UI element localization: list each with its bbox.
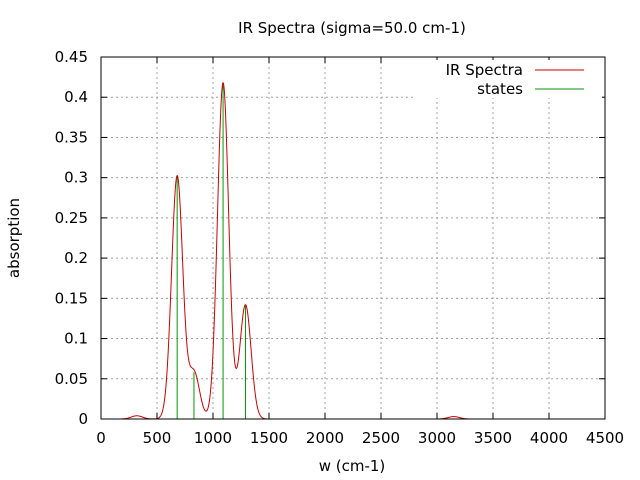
legend-label-ir-spectra: IR Spectra (446, 61, 523, 79)
x-tick-label: 2000 (306, 429, 344, 447)
legend-background (414, 60, 602, 98)
x-axis-label: w (cm-1) (319, 457, 386, 475)
y-axis-label: absorption (5, 198, 23, 278)
x-tick-label: 3500 (474, 429, 512, 447)
x-tick-label: 3000 (418, 429, 456, 447)
spectrum-curve-layer (101, 82, 605, 420)
y-tick-label: 0.2 (64, 249, 88, 267)
grid-layer (101, 57, 605, 419)
chart-title: IR Spectra (sigma=50.0 cm-1) (238, 19, 466, 37)
legend-label-states: states (477, 80, 523, 98)
legend: IR Spectra states (414, 60, 602, 98)
x-tick-label: 500 (143, 429, 172, 447)
y-tick-label: 0.1 (64, 330, 88, 348)
y-tick-label: 0.05 (55, 370, 88, 388)
x-tick-label: 2500 (362, 429, 400, 447)
x-tick-label: 0 (96, 429, 106, 447)
y-tick-label: 0 (78, 410, 88, 428)
plot-frame (100, 56, 606, 420)
states-impulses (176, 82, 246, 419)
tick-layer (100, 56, 606, 420)
y-tick-label: 0.15 (55, 289, 88, 307)
y-tick-label: 0.35 (55, 128, 88, 146)
y-tick-label: 0.45 (55, 48, 88, 66)
x-tick-label: 4000 (530, 429, 568, 447)
y-tick-labels: 0 0.05 0.1 0.15 0.2 0.25 0.3 0.35 0.4 0.45 (55, 48, 88, 428)
y-tick-label: 0.3 (64, 169, 88, 187)
ir-spectra-line (101, 82, 605, 420)
x-tick-label: 4500 (586, 429, 624, 447)
y-tick-label: 0.25 (55, 209, 88, 227)
x-tick-label: 1000 (194, 429, 232, 447)
x-tick-label: 1500 (250, 429, 288, 447)
x-tick-labels: 0 500 1000 1500 2000 2500 3000 3500 4000 4500 (96, 429, 624, 447)
y-tick-label: 0.4 (64, 88, 88, 106)
